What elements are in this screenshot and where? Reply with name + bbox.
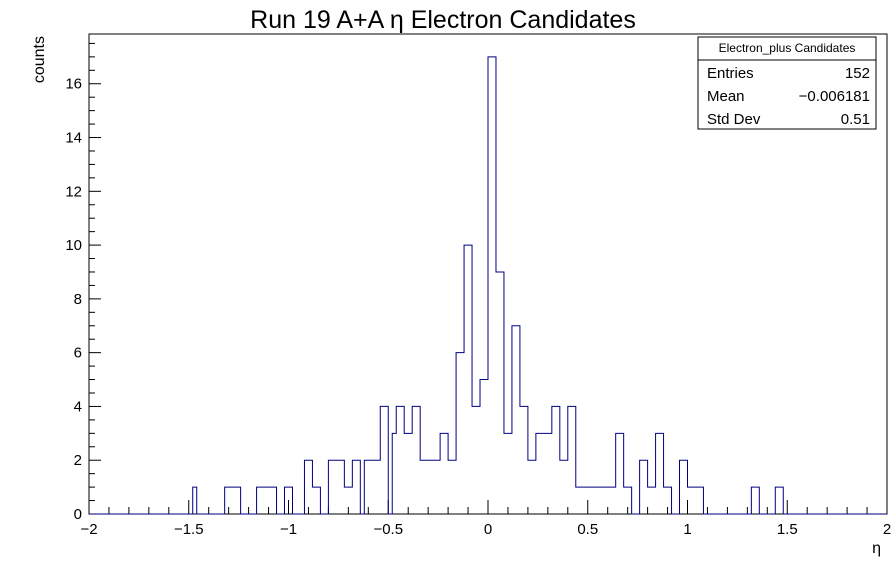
y-tick-label: 4 [74, 398, 82, 415]
x-axis-label: η [872, 540, 881, 557]
x-tick-label: 0.5 [577, 521, 598, 538]
stats-title: Electron_plus Candidates [719, 41, 856, 55]
x-tick-labels: −2 −1.5 −1 −0.5 0 0.5 1 1.5 2 [80, 521, 891, 538]
y-tick-label: 8 [74, 291, 82, 308]
y-tick-label: 14 [65, 130, 82, 147]
x-tick-label: 1.5 [777, 521, 798, 538]
y-tick-labels: 0 2 4 6 8 10 12 14 16 [65, 76, 82, 523]
stats-mean-value: −0.006181 [799, 88, 870, 105]
histogram-series-line [89, 56, 887, 515]
stats-stddev-value: 0.51 [841, 111, 870, 128]
stats-box: Electron_plus Candidates Entries 152 Mea… [697, 36, 877, 130]
y-tick-label: 10 [65, 237, 82, 254]
y-tick-label: 12 [65, 183, 82, 200]
stats-stddev-label: Std Dev [707, 111, 761, 128]
x-tick-label: 2 [883, 521, 891, 538]
y-axis-label: counts [31, 36, 48, 83]
x-tick-label: −1.5 [174, 521, 204, 538]
chart-title: Run 19 A+A η Electron Candidates [250, 6, 636, 34]
x-tick-label: −2 [80, 521, 97, 538]
x-tick-label: −0.5 [373, 521, 403, 538]
stats-entries-value: 152 [845, 65, 870, 82]
y-tick-label: 2 [74, 452, 82, 469]
axis-ticks [88, 42, 888, 515]
stats-mean-label: Mean [707, 88, 745, 105]
stats-entries-label: Entries [707, 65, 754, 82]
stats-box-frame [697, 36, 877, 130]
x-tick-label: 1 [683, 521, 691, 538]
x-tick-label: −1 [280, 521, 297, 538]
y-tick-label: 0 [74, 506, 82, 523]
y-tick-label: 16 [65, 76, 82, 93]
y-tick-label: 6 [74, 345, 82, 362]
x-tick-label: 0 [484, 521, 492, 538]
